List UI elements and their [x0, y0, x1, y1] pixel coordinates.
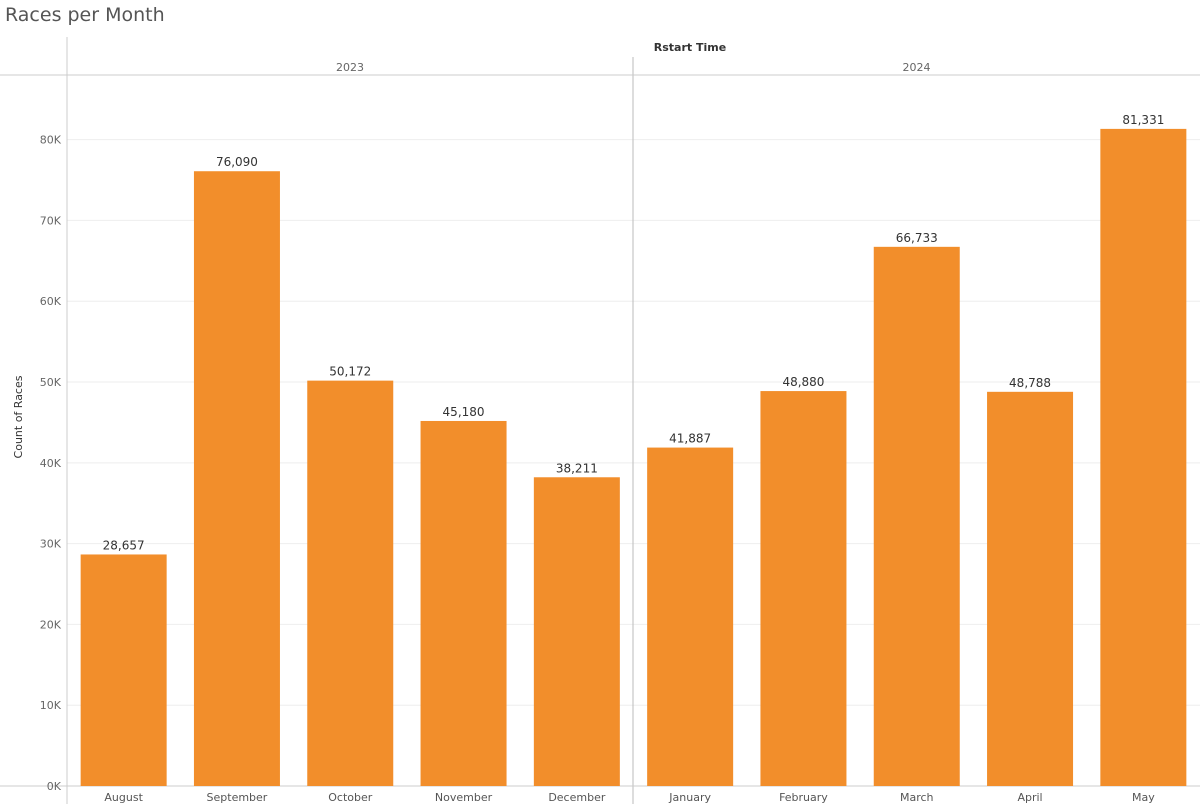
y-tick-label: 60K: [40, 295, 62, 308]
bar: [1100, 128, 1187, 786]
bars: [80, 128, 1187, 786]
y-tick-label: 50K: [40, 376, 62, 389]
bar-value-label: 66,733: [896, 231, 938, 245]
bar: [420, 420, 507, 786]
x-tick-label: February: [779, 791, 828, 804]
bar-value-label: 48,788: [1009, 376, 1051, 390]
bar-value-label: 50,172: [329, 365, 371, 379]
group-header-label: 2024: [903, 61, 931, 74]
bar: [987, 391, 1074, 786]
bar: [647, 447, 734, 786]
chart-title: Races per Month: [5, 4, 165, 26]
y-axis-ticks: 0K 10K 20K 30K 40K 50K 60K 70K 80K: [40, 134, 62, 793]
bar-value-label: 81,331: [1122, 113, 1164, 127]
bar-value-label: 38,211: [556, 461, 598, 475]
x-axis-labels: August September October November December Ja…: [104, 791, 1155, 804]
y-tick-label: 30K: [40, 538, 62, 551]
bar: [760, 391, 847, 786]
x-tick-label: December: [548, 791, 606, 804]
y-tick-label: 20K: [40, 618, 62, 631]
x-tick-label: January: [668, 791, 711, 804]
bar: [193, 171, 280, 786]
x-tick-label: April: [1017, 791, 1042, 804]
y-tick-label: 80K: [40, 134, 62, 147]
x-tick-label: August: [104, 791, 143, 804]
bar-value-label: 41,887: [669, 432, 711, 446]
column-header-label: Rstart Time: [654, 41, 726, 54]
group-header-label: 2023: [336, 61, 364, 74]
value-labels: 28,657 76,090 50,172 45,180 38,211 41,887 48,8…: [103, 113, 1165, 553]
x-tick-label: May: [1132, 791, 1155, 804]
bar-value-label: 76,090: [216, 155, 258, 169]
x-tick-label: March: [900, 791, 934, 804]
bar: [533, 477, 620, 786]
y-tick-label: 0K: [47, 780, 62, 793]
bar-value-label: 28,657: [103, 538, 145, 552]
bar: [307, 380, 394, 786]
bar: [873, 246, 960, 786]
y-tick-label: 40K: [40, 457, 62, 470]
x-tick-label: October: [328, 791, 372, 804]
y-tick-label: 10K: [40, 699, 62, 712]
bar-value-label: 48,880: [782, 375, 824, 389]
x-tick-label: September: [207, 791, 268, 804]
group-headers: 2023 2024: [336, 61, 931, 74]
y-axis-label: Count of Races: [12, 375, 25, 458]
bar: [80, 554, 167, 786]
bar-value-label: 45,180: [443, 405, 485, 419]
x-tick-label: November: [435, 791, 493, 804]
y-tick-label: 70K: [40, 214, 62, 227]
